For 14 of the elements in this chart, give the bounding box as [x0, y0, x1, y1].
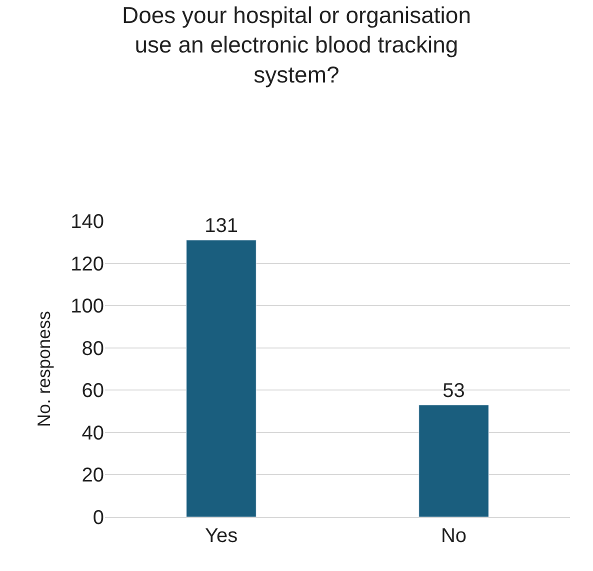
y-tick-label: 0: [92, 507, 104, 529]
y-axis-title: No. responess: [34, 310, 54, 428]
y-tick-label: 100: [70, 296, 104, 318]
y-tick-label: 140: [70, 211, 104, 233]
data-label: 53: [442, 380, 465, 402]
data-label: 131: [204, 215, 238, 238]
y-tick-label: 20: [82, 464, 104, 487]
x-tick-label: Yes: [204, 525, 238, 547]
y-tick-label: 40: [82, 422, 104, 444]
x-tick-label: No: [440, 525, 467, 547]
y-tick-label: 120: [70, 253, 104, 276]
y-tick-label: 60: [82, 380, 104, 402]
chart-title: Does your hospital or organisation use an electronic blood tracking system?: [122, 2, 472, 88]
y-tick-label: 80: [82, 338, 104, 360]
